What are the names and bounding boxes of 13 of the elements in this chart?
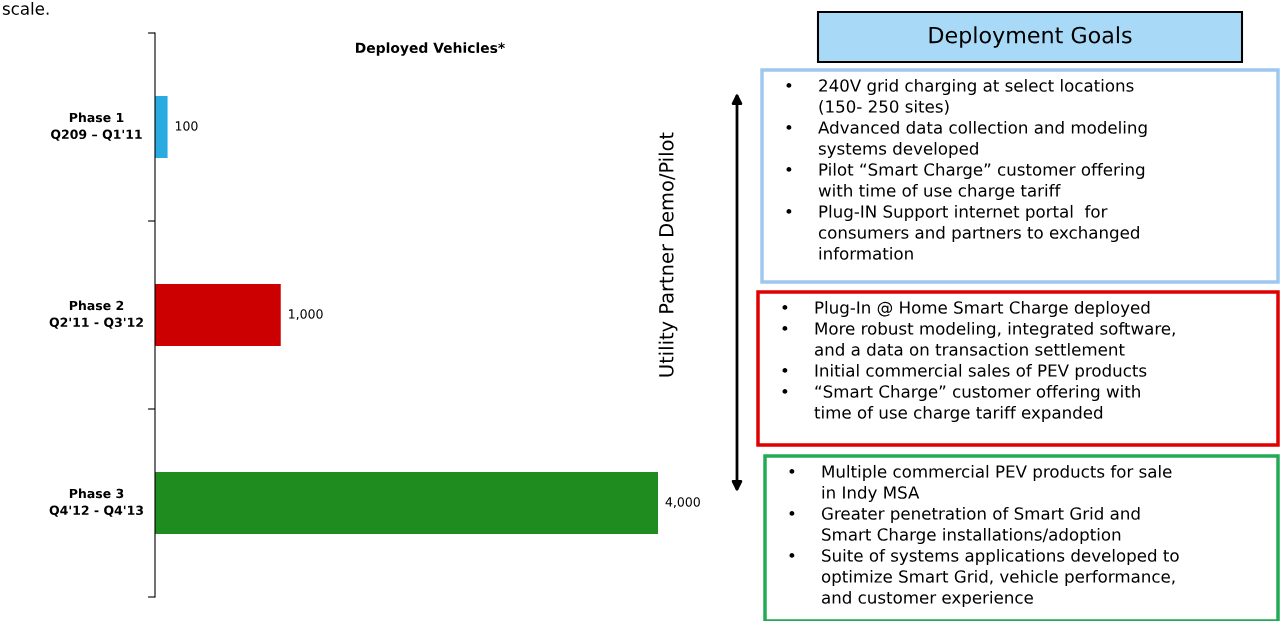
y-tick-label: Phase 2 Q2'11 - Q3'12	[49, 300, 143, 329]
data-label: 4,000	[665, 497, 700, 508]
text: • Multiple commercial PEV products for sale in Indy MSA • Greater penetration of Smart Grid and Smart Charge installations/adoption • Suite of systems applications developed to optimize Smart Grid, vehicle performance, and customer experience	[789, 464, 1179, 608]
y-tick-label: Phase 1 Q209 – Q1'11	[51, 112, 142, 141]
y-tick-label: Phase 3 Q4'12 - Q4'13	[49, 488, 143, 517]
text: Deployed Vehicles*	[356, 42, 505, 56]
text: • Plug-In @ Home Smart Charge deployed • More robust modeling, integrated software, and a data on transaction settlement • Initial commercial sales of PEV products • “Smart Charge” customer offering with time of use charge tariff expanded	[782, 300, 1175, 423]
text: • 240V grid charging at select locations (150- 250 sites) • Advanced data collection and modeling systems developed • Pilot “Smart Charge” customer offering with time of use charge tariff • Plug-IN Support internet portal for consumers and partners to exchanged information	[786, 78, 1147, 260]
text: scale.	[2, 2, 49, 15]
text: Utility Partner Demo/Pilot	[658, 132, 678, 377]
data-label: 1,000	[289, 309, 323, 320]
text: Deployment Goals	[929, 26, 1132, 48]
data-label: 100	[175, 121, 198, 131]
